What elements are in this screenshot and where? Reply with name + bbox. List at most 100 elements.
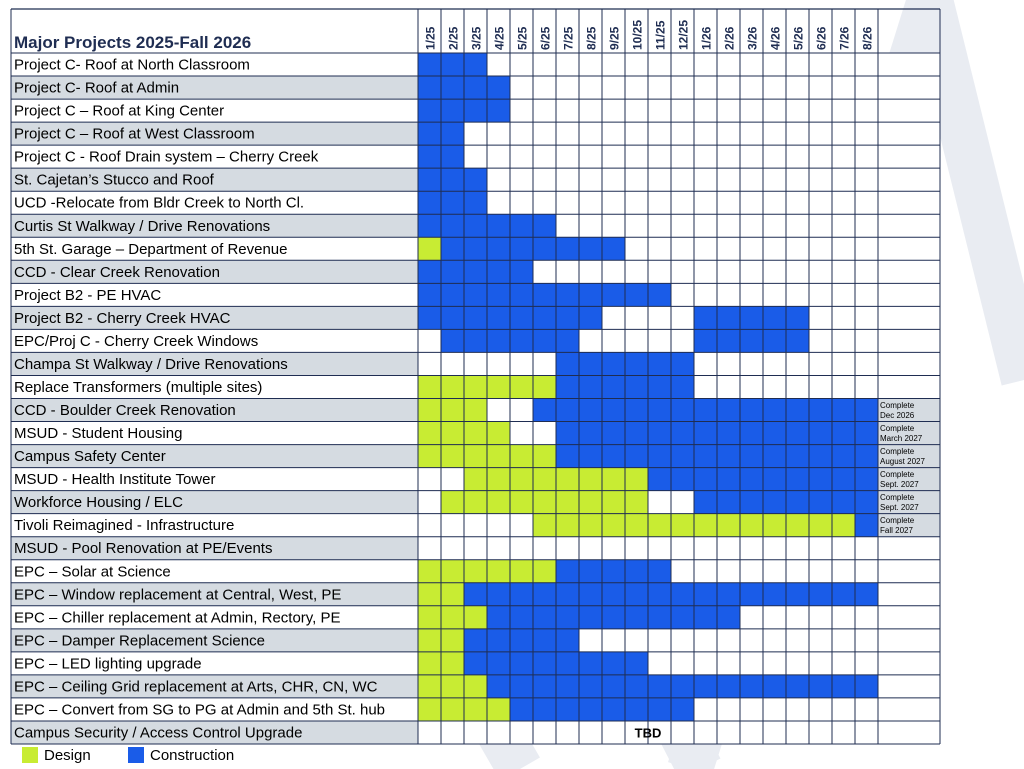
empty-cell bbox=[464, 720, 487, 744]
construction-cell bbox=[763, 490, 786, 514]
construction-cell bbox=[717, 421, 740, 445]
empty-cell bbox=[832, 559, 855, 583]
construction-cell bbox=[510, 582, 533, 606]
project-name: UCD -Relocate from Bldr Creek to North C… bbox=[14, 195, 304, 212]
empty-cell bbox=[855, 53, 878, 77]
chart-title: Major Projects 2025-Fall 2026 bbox=[14, 33, 251, 52]
empty-cell bbox=[602, 536, 625, 560]
project-label-bg bbox=[11, 145, 418, 169]
empty-cell bbox=[671, 237, 694, 261]
empty-cell bbox=[648, 237, 671, 261]
construction-cell bbox=[510, 628, 533, 652]
design-cell bbox=[510, 444, 533, 468]
empty-cell bbox=[740, 536, 763, 560]
empty-cell bbox=[694, 697, 717, 721]
construction-cell bbox=[648, 444, 671, 468]
project-name: EPC – Damper Replacement Science bbox=[14, 632, 265, 649]
design-cell bbox=[510, 490, 533, 514]
design-cell bbox=[533, 444, 556, 468]
construction-cell bbox=[510, 674, 533, 698]
construction-cell bbox=[441, 283, 464, 307]
project-name: EPC – Ceiling Grid replacement at Arts, … bbox=[14, 678, 378, 695]
construction-cell bbox=[441, 306, 464, 330]
empty-cell bbox=[671, 651, 694, 675]
construction-cell bbox=[579, 697, 602, 721]
design-cell bbox=[602, 513, 625, 537]
empty-cell bbox=[556, 260, 579, 284]
construction-cell bbox=[648, 582, 671, 606]
project-name: EPC – Solar at Science bbox=[14, 563, 171, 580]
empty-cell bbox=[786, 375, 809, 399]
empty-cell bbox=[740, 375, 763, 399]
empty-cell bbox=[717, 720, 740, 744]
empty-cell bbox=[487, 145, 510, 169]
empty-cell bbox=[418, 720, 441, 744]
month-label: 9/25 bbox=[608, 26, 622, 50]
empty-cell bbox=[855, 99, 878, 123]
design-cell bbox=[441, 674, 464, 698]
construction-cell bbox=[717, 674, 740, 698]
construction-cell bbox=[694, 605, 717, 629]
construction-cell bbox=[671, 444, 694, 468]
empty-cell bbox=[740, 53, 763, 77]
construction-cell bbox=[464, 260, 487, 284]
note-cell bbox=[878, 237, 940, 261]
construction-cell bbox=[671, 421, 694, 445]
empty-cell bbox=[832, 191, 855, 215]
construction-cell bbox=[717, 306, 740, 330]
construction-cell bbox=[556, 352, 579, 376]
construction-cell bbox=[625, 605, 648, 629]
note-cell bbox=[878, 375, 940, 399]
construction-cell bbox=[832, 421, 855, 445]
design-cell bbox=[579, 467, 602, 491]
note-cell bbox=[878, 260, 940, 284]
design-swatch bbox=[22, 747, 38, 763]
month-label: 3/25 bbox=[470, 26, 484, 50]
construction-cell bbox=[763, 582, 786, 606]
project-label-bg bbox=[11, 720, 418, 744]
gantt-cells bbox=[11, 9, 940, 744]
construction-cell bbox=[763, 306, 786, 330]
empty-cell bbox=[533, 168, 556, 192]
construction-cell bbox=[579, 398, 602, 422]
empty-cell bbox=[717, 559, 740, 583]
empty-cell bbox=[763, 237, 786, 261]
empty-cell bbox=[510, 191, 533, 215]
empty-cell bbox=[487, 191, 510, 215]
construction-cell bbox=[694, 582, 717, 606]
construction-cell bbox=[786, 467, 809, 491]
empty-cell bbox=[740, 76, 763, 100]
empty-cell bbox=[763, 651, 786, 675]
empty-cell bbox=[648, 145, 671, 169]
empty-cell bbox=[832, 352, 855, 376]
construction-cell bbox=[510, 651, 533, 675]
empty-cell bbox=[740, 605, 763, 629]
empty-cell bbox=[533, 352, 556, 376]
completion-note-line2: Dec 2026 bbox=[880, 411, 915, 420]
empty-cell bbox=[487, 398, 510, 422]
month-label: 7/25 bbox=[562, 26, 576, 50]
empty-cell bbox=[855, 306, 878, 330]
empty-cell bbox=[487, 122, 510, 146]
month-label: 10/25 bbox=[631, 20, 645, 50]
empty-cell bbox=[855, 651, 878, 675]
empty-cell bbox=[510, 76, 533, 100]
empty-cell bbox=[625, 122, 648, 146]
empty-cell bbox=[487, 352, 510, 376]
empty-cell bbox=[487, 720, 510, 744]
empty-cell bbox=[832, 168, 855, 192]
project-name: MSUD - Pool Renovation at PE/Events bbox=[14, 540, 272, 557]
empty-cell bbox=[671, 559, 694, 583]
empty-cell bbox=[510, 53, 533, 77]
design-cell bbox=[694, 513, 717, 537]
design-cell bbox=[533, 513, 556, 537]
design-cell bbox=[418, 651, 441, 675]
empty-cell bbox=[786, 352, 809, 376]
project-label-bg bbox=[11, 260, 418, 284]
empty-cell bbox=[855, 283, 878, 307]
empty-cell bbox=[763, 191, 786, 215]
completion-note-line1: Complete bbox=[880, 516, 915, 525]
empty-cell bbox=[786, 605, 809, 629]
construction-cell bbox=[556, 697, 579, 721]
project-name: Project C- Roof at Admin bbox=[14, 80, 179, 97]
